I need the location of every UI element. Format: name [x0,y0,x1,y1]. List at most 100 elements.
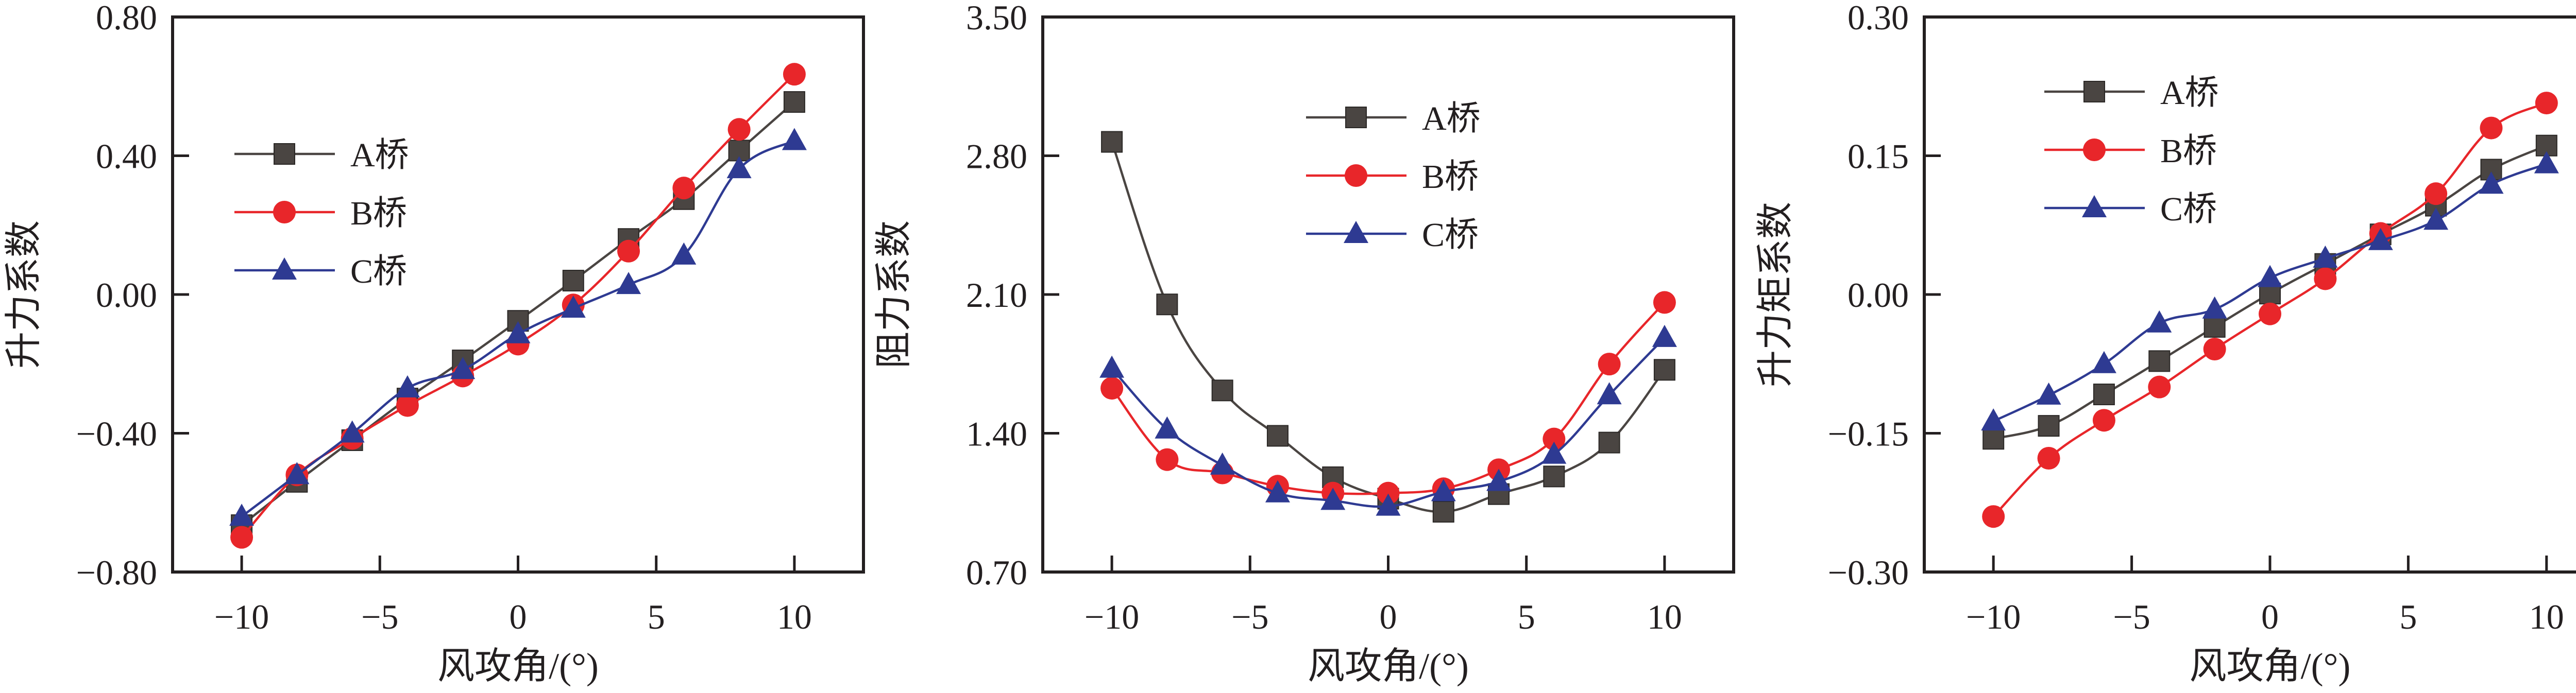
legend-marker-c [2082,195,2107,217]
legend-marker-a [2083,81,2105,102]
series-line-c [1111,337,1666,508]
x-tick-label: −10 [214,597,269,636]
y-tick-label: −0.15 [1828,414,1909,454]
data-point-b [727,118,751,141]
data-point-a [1543,465,1565,488]
x-axis-title: 风攻角/(°) [437,646,599,687]
data-point-c [1541,441,1567,464]
data-point-c [616,272,641,294]
data-point-c [1981,408,2006,431]
data-point-b [1543,427,1566,451]
legend-label: C桥 [1422,216,1479,254]
legend-item-c: C桥 [2044,190,2217,228]
legend-marker-b [273,201,296,223]
chart-3: −10 −5 0 5 10 −0.30 −0.15 0.00 0.15 0.30 风攻角/(°) 升力… [1755,0,2576,687]
data-point-b [230,526,253,549]
data-point-c [2091,351,2116,373]
y-tick-label: 0.40 [96,137,157,176]
legend-label: C桥 [350,253,407,290]
data-point-b [396,394,419,417]
x-tick-label: 5 [1518,597,1535,636]
data-point-a [1432,500,1454,523]
data-point-b [2535,92,2558,115]
y-axis-title: 阻力系数 [873,220,914,369]
data-point-c [1320,488,1346,510]
legend-item-c: C桥 [1306,216,1479,254]
legend-label: A桥 [2160,74,2219,112]
series-line-b [1111,301,1666,495]
data-point-a [1598,431,1620,454]
data-point-c [782,128,807,150]
data-point-b [2259,302,2281,325]
x-tick-label: −5 [2113,597,2150,636]
data-point-c [229,504,255,526]
data-point-c [726,156,752,179]
legend-label: A桥 [350,136,409,174]
data-point-b [2314,267,2337,290]
x-tick-label: 0 [2261,597,2279,636]
x-tick-label: −5 [1231,597,1268,636]
data-point-c [1652,324,1677,347]
legend-marker-c [1344,221,1368,243]
x-tick-label: 10 [2529,597,2564,636]
y-tick-label: 0.00 [1848,275,1909,315]
data-point-b [1982,505,2005,528]
legend-label: B桥 [2160,132,2217,170]
x-tick-label: −10 [1084,597,1139,636]
series-a [231,91,805,536]
y-tick-label: 0.80 [96,0,157,37]
data-point-b [1598,353,1621,376]
data-point-a [2204,316,2226,338]
legend-label: B桥 [1422,158,1479,196]
y-tick-label: 0.70 [966,553,1027,592]
data-point-a [2148,350,2171,372]
data-point-c [671,242,697,265]
legend-item-b: B桥 [1306,158,1479,196]
data-point-c [2479,171,2504,194]
data-point-b [672,177,696,200]
data-point-c [561,295,586,318]
series-a [1101,131,1675,523]
legend-label: C桥 [2160,190,2217,228]
data-point-c [2368,228,2393,250]
data-point-a [562,270,584,292]
data-point-b [1156,448,1179,471]
data-point-c [1431,479,1456,501]
y-tick-label: 2.80 [966,137,1027,176]
y-axis-title: 升力系数 [3,220,44,369]
y-tick-label: 0.00 [96,275,157,315]
data-point-b [1100,377,1124,400]
data-point-c [395,375,420,397]
y-tick-label: −0.30 [1828,553,1909,592]
data-point-b [2203,338,2226,361]
data-point-b [1653,291,1676,314]
data-point-c [2202,296,2227,319]
y-tick-label: 0.30 [1848,0,1909,37]
plot-frame [171,15,865,574]
data-point-a [1211,379,1233,402]
plot-frame [1923,15,2576,574]
legend-marker-b [2083,138,2106,161]
data-point-a [1982,428,2005,450]
data-point-c [505,321,531,343]
series-line-a [1110,141,1666,513]
legend-item-b: B桥 [2044,132,2217,170]
x-axis-title: 风攻角/(°) [1308,646,1469,687]
series-c [1981,151,2559,431]
x-tick-label: 10 [1647,597,1682,636]
data-point-b [2092,409,2115,432]
y-axis-title: 升力矩系数 [1755,202,1796,387]
legend: A桥 B桥 C桥 [2044,74,2219,228]
y-tick-label: 2.10 [966,275,1027,315]
data-point-c [450,357,476,379]
data-point-c [1265,480,1290,503]
y-tick-label: 0.15 [1848,137,1909,176]
series-line-b [241,73,795,539]
series-c [1099,324,1677,516]
x-tick-label: 5 [2399,597,2417,636]
data-point-b [2037,447,2060,470]
x-tick-label: −5 [361,597,398,636]
x-tick-label: 0 [1380,597,1397,636]
legend-item-b: B桥 [234,195,407,232]
legend: A桥 B桥 C桥 [234,136,409,290]
